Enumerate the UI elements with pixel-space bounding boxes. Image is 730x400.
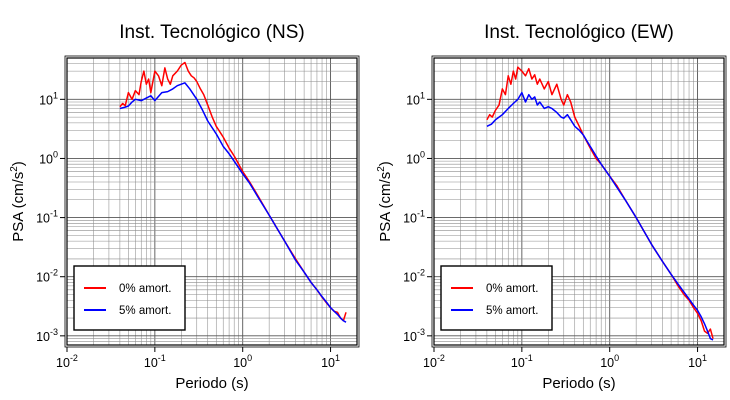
x-tick-label: 100	[233, 353, 252, 370]
y-tick-label: 10-1	[36, 209, 58, 226]
plot-frame	[64, 55, 360, 348]
y-tick-label: 10-1	[403, 209, 425, 226]
x-tick-label: 10-2	[423, 353, 445, 370]
legend-label: 5% amort.	[486, 305, 538, 317]
chart-panel-1: Inst. Tecnológico (NS) 10-2 10-1 100 101 10-3…	[9, 22, 360, 392]
legend: 0% amort. 5% amort.	[440, 265, 553, 331]
series-line-undamped	[486, 66, 714, 339]
x-axis-label: Periodo (s)	[542, 375, 615, 392]
y-tick-label: 10-2	[36, 268, 58, 285]
y-tick-label: 101	[39, 90, 58, 107]
legend-box	[73, 265, 186, 331]
x-tick-label: 10-1	[511, 353, 533, 370]
x-tick-label: 101	[688, 353, 707, 370]
grid	[66, 57, 358, 346]
x-tick-label: 10-1	[144, 353, 166, 370]
plot-frame-inner	[66, 57, 358, 346]
chart-panel-2: Inst. Tecnológico (EW) 10-2 10-1 100 101 10-3…	[376, 22, 727, 392]
y-axis-label: PSA (cm/s2)	[376, 161, 394, 242]
legend-label: 0% amort.	[119, 283, 171, 295]
chart-title: Inst. Tecnológico (NS)	[119, 22, 305, 43]
x-tick-label: 10-2	[56, 353, 78, 370]
chart-title: Inst. Tecnológico (EW)	[484, 22, 674, 43]
series-line-damped	[119, 82, 347, 323]
plot-frame-inner	[433, 57, 725, 346]
y-axis-label: PSA (cm/s2)	[9, 161, 27, 242]
series-line-damped	[486, 91, 714, 341]
legend: 0% amort. 5% amort.	[73, 265, 186, 331]
y-tick-label: 10-2	[403, 268, 425, 285]
y-tick-label: 100	[406, 149, 425, 166]
y-tick-label: 100	[39, 149, 58, 166]
plot-frame	[431, 55, 727, 348]
grid	[433, 57, 725, 346]
x-tick-label: 100	[600, 353, 619, 370]
y-tick-label: 101	[406, 90, 425, 107]
x-tick-label: 101	[321, 353, 340, 370]
x-axis-label: Periodo (s)	[175, 375, 248, 392]
legend-label: 5% amort.	[119, 305, 171, 317]
y-tick-label: 10-3	[36, 327, 58, 344]
legend-box	[440, 265, 553, 331]
y-tick-label: 10-3	[403, 327, 425, 344]
legend-label: 0% amort.	[486, 283, 538, 295]
